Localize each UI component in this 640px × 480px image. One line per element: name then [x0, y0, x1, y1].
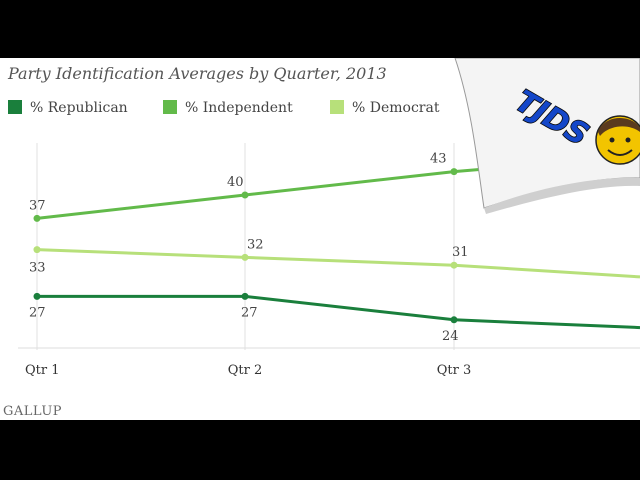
legend-label: % Independent: [185, 100, 293, 116]
data-point: [33, 292, 41, 300]
legend-label: % Republican: [30, 100, 128, 116]
series-layer: 27 27 24 37 40 43 33 32 31: [29, 152, 640, 344]
series-line: [37, 294, 640, 330]
face-icon: [595, 115, 640, 165]
legend: % Republican % Independent % Democrat: [8, 100, 440, 116]
data-label: 31: [452, 245, 469, 260]
legend-swatch: [8, 100, 22, 114]
series-democrat: 33 32 31: [29, 237, 640, 279]
legend-item-democrat: % Democrat: [330, 100, 440, 116]
legend-item-independent: % Independent: [163, 100, 293, 116]
data-point: [450, 316, 458, 324]
page-curl-logo: TJDS: [454, 58, 640, 214]
data-label: 24: [442, 329, 459, 344]
legend-swatch: [330, 100, 344, 114]
data-label: 33: [29, 261, 46, 276]
data-point: [33, 246, 41, 254]
data-label: 27: [29, 305, 46, 320]
data-label: 40: [227, 175, 244, 190]
data-label: 27: [241, 305, 258, 320]
series-republican: 27 27 24: [29, 292, 640, 344]
data-label: 43: [430, 152, 447, 167]
chart: Party Identification Averages by Quarter…: [3, 58, 640, 419]
data-label: 37: [29, 198, 46, 213]
chart-title: Party Identification Averages by Quarter…: [7, 64, 387, 83]
x-tick-label: Qtr 2: [228, 363, 263, 378]
series-line: [36, 248, 640, 279]
legend-item-republican: % Republican: [8, 100, 128, 116]
data-point: [450, 168, 458, 176]
data-label: 32: [247, 237, 264, 252]
x-tick-label: Qtr 1: [25, 363, 60, 378]
legend-swatch: [163, 100, 177, 114]
legend-label: % Democrat: [352, 100, 440, 116]
data-point: [241, 191, 249, 199]
data-point: [450, 261, 458, 269]
data-point: [241, 292, 249, 300]
data-point: [241, 253, 249, 261]
x-ticks: Qtr 1 Qtr 2 Qtr 3: [25, 363, 471, 378]
source-logo: GALLUP: [3, 404, 62, 419]
x-tick-label: Qtr 3: [437, 363, 472, 378]
chart-frame: Party Identification Averages by Quarter…: [0, 58, 640, 420]
data-point: [33, 214, 41, 222]
